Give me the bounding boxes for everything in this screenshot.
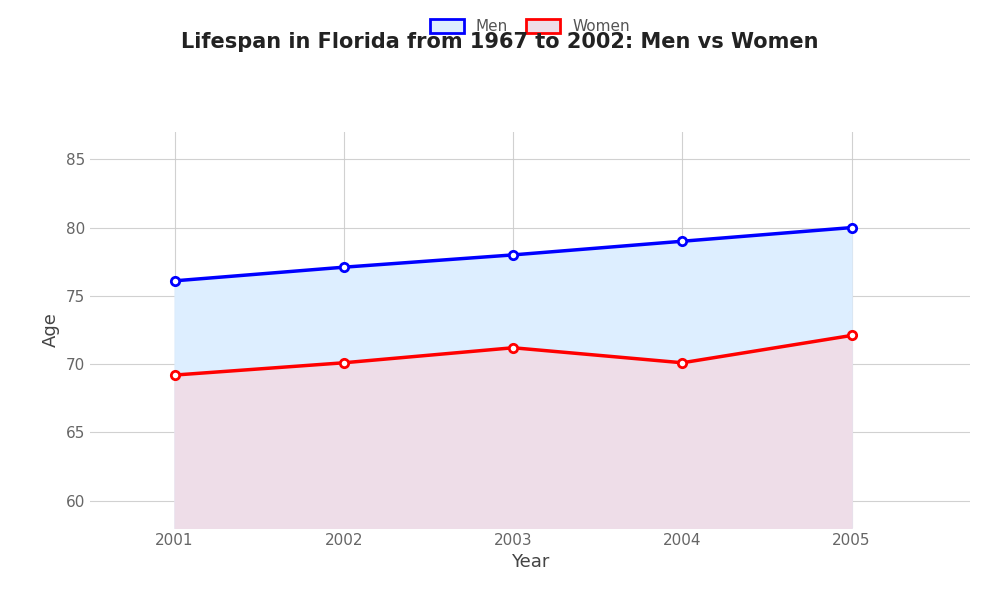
X-axis label: Year: Year bbox=[511, 553, 549, 571]
Y-axis label: Age: Age bbox=[42, 313, 60, 347]
Legend: Men, Women: Men, Women bbox=[424, 13, 636, 40]
Text: Lifespan in Florida from 1967 to 2002: Men vs Women: Lifespan in Florida from 1967 to 2002: M… bbox=[181, 32, 819, 52]
